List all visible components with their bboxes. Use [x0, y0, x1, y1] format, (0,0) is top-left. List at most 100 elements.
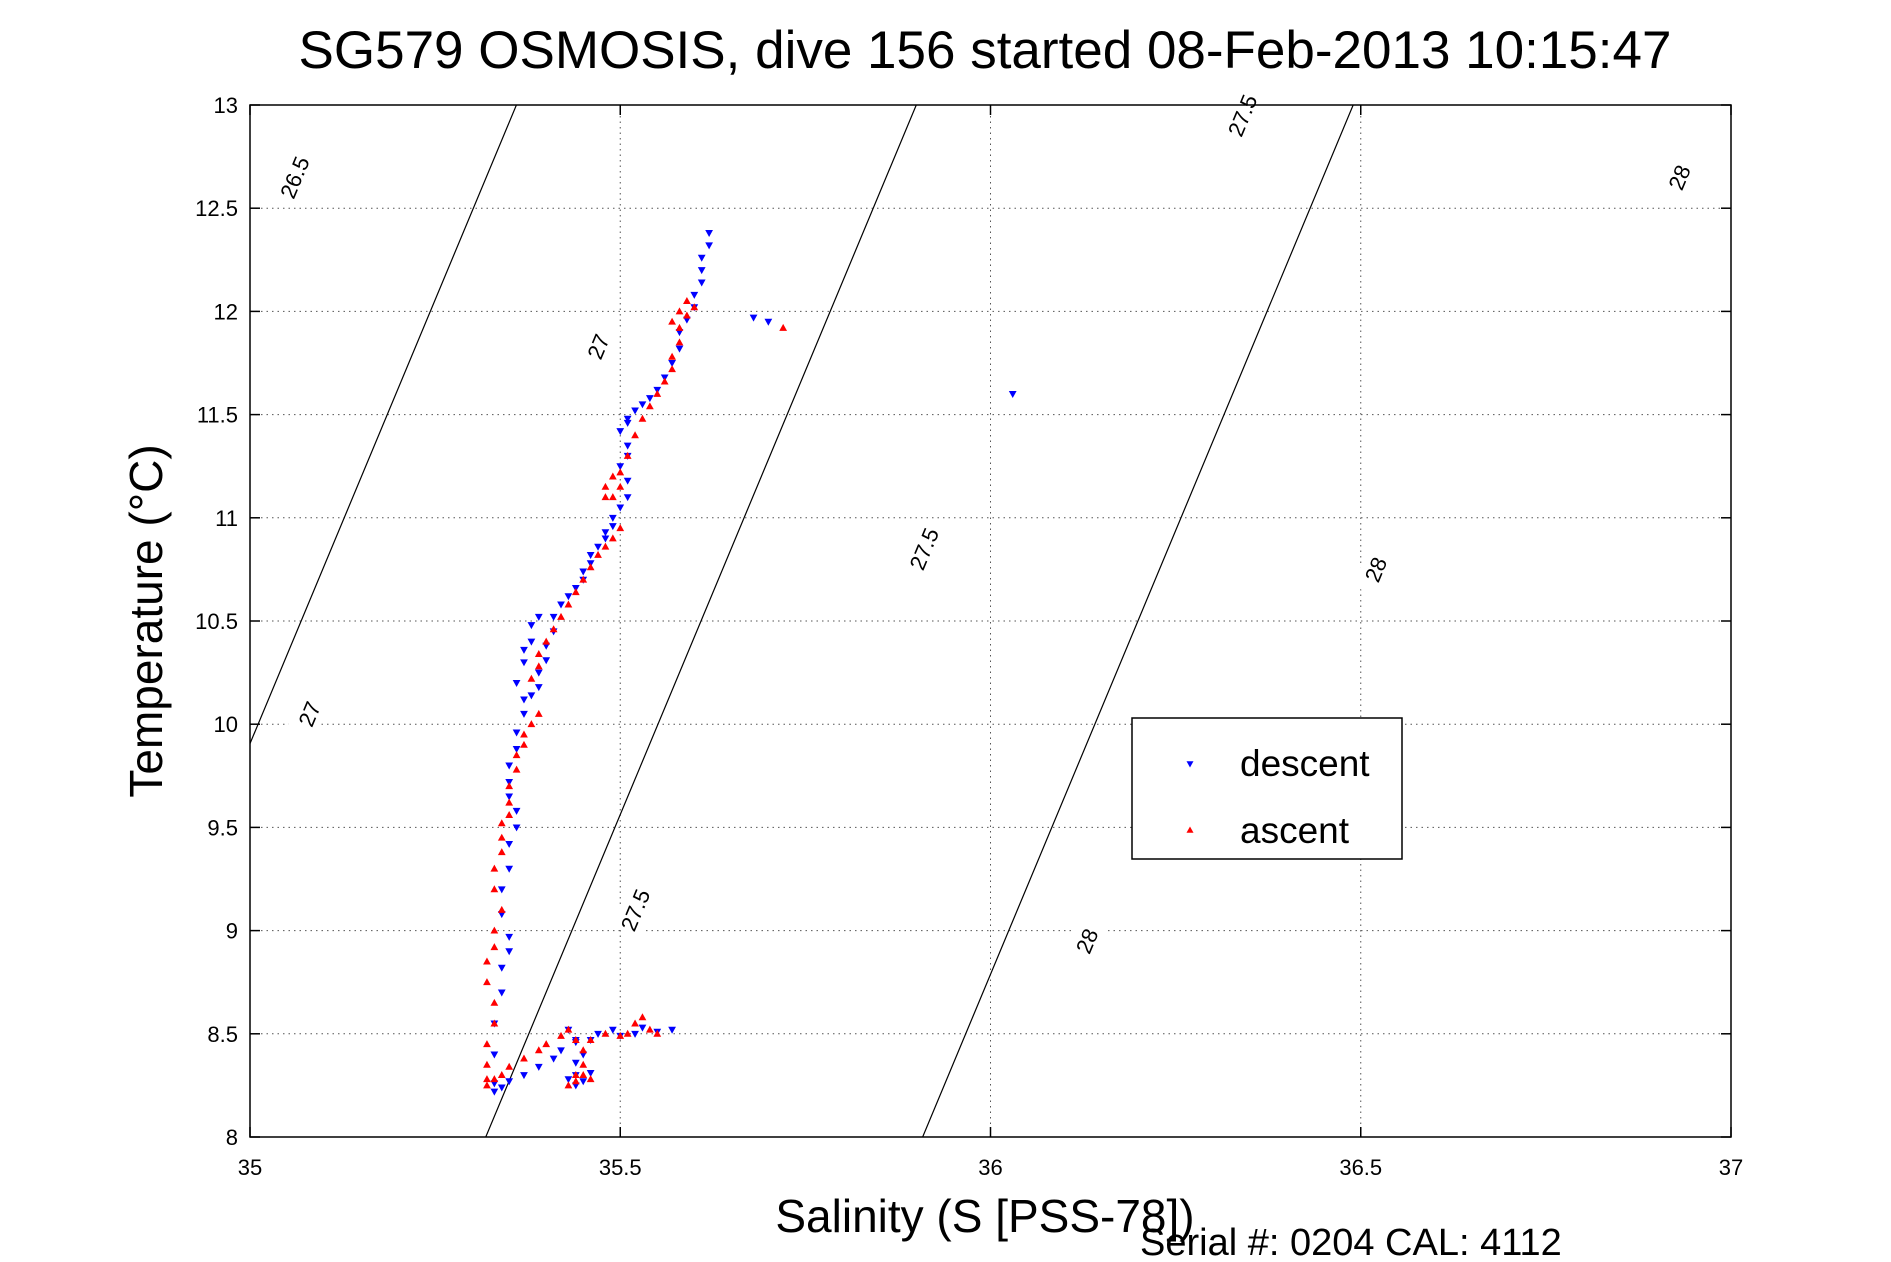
descent-point [512, 729, 521, 737]
ascent-point [571, 1071, 580, 1079]
ascent-point [616, 482, 625, 490]
descent-point [697, 279, 706, 287]
descent-point [534, 613, 543, 621]
descent-point [505, 793, 514, 801]
ascent-point [557, 612, 565, 620]
density-contour-27.5 [485, 105, 917, 1137]
descent-point [534, 684, 543, 692]
descent-point [505, 762, 514, 770]
ascent-point [571, 1077, 580, 1085]
y-axis-label: Temperature (°C) [120, 444, 172, 797]
data-series [483, 230, 1017, 1096]
descent-point [505, 948, 514, 956]
serial-cal-footer: Serial #: 0204 CAL: 4112 [1140, 1222, 1562, 1262]
ascent-point [586, 1075, 595, 1083]
descent-point [520, 1072, 528, 1080]
grid-lines [250, 105, 1731, 1137]
ascent-point [520, 740, 528, 748]
contour-label-bg [286, 685, 333, 742]
descent-point [749, 314, 758, 322]
descent-point [534, 669, 543, 677]
descent-point [586, 551, 595, 559]
descent-point [601, 529, 610, 537]
ascent-point [623, 1029, 632, 1037]
ascent-point [490, 885, 499, 893]
x-tick-label: 35.5 [599, 1155, 642, 1180]
descent-point [594, 1030, 602, 1038]
y-tick-label: 12.5 [195, 196, 238, 221]
legend: descent ascent [1131, 717, 1403, 860]
ascent-point [616, 1031, 625, 1039]
descent-point [549, 613, 558, 621]
descent-point [505, 933, 514, 941]
descent-point [534, 1063, 543, 1071]
descent-point [638, 1024, 647, 1032]
ascent-point [675, 323, 684, 331]
descent-point [549, 1055, 558, 1063]
ascent-point [490, 998, 499, 1006]
x-tick-label: 36 [978, 1155, 1002, 1180]
descent-point [1008, 391, 1017, 398]
ascent-point [520, 1054, 528, 1062]
y-tick-label: 8.5 [207, 1022, 238, 1047]
descent-point [675, 345, 684, 353]
ascent-point [505, 782, 514, 790]
contour-label-bg [900, 520, 947, 577]
ascent-point [490, 1019, 499, 1027]
y-tick-label: 13 [214, 93, 238, 118]
contour-label-bg [1352, 541, 1399, 598]
legend-box [1131, 717, 1403, 860]
ascent-point [557, 1031, 565, 1039]
ascent-point [497, 1071, 506, 1079]
y-tick-label: 11 [215, 506, 238, 531]
contour-label-bg [1656, 149, 1703, 206]
descent-point [490, 1088, 499, 1096]
ascent-point [579, 1060, 588, 1068]
ascent-point [490, 864, 499, 872]
descent-point [623, 477, 632, 485]
ascent-point [638, 1013, 647, 1021]
ascent-point [653, 1029, 662, 1037]
ascent-point [483, 1060, 491, 1068]
x-tick-label: 37 [1719, 1155, 1743, 1180]
ascent-point [586, 1035, 595, 1043]
density-contour-27 [250, 105, 518, 746]
ascent-point [534, 662, 543, 670]
ascent-point [497, 833, 506, 841]
ascent-point [645, 402, 654, 410]
descent-point [512, 679, 521, 687]
density-contours [250, 105, 1354, 1137]
ascent-point [779, 323, 788, 331]
ascent-point [483, 978, 491, 986]
ascent-point [520, 730, 528, 738]
descent-point [512, 824, 521, 832]
ascent-point [683, 311, 691, 319]
descent-point [564, 593, 573, 601]
descent-point [542, 657, 551, 665]
ascent-point [534, 1046, 543, 1054]
ascent-point [638, 414, 647, 422]
ascent-point [527, 674, 536, 682]
descent-point [616, 463, 625, 471]
descent-point [623, 442, 632, 450]
ascent-point [675, 307, 684, 315]
descent-point [690, 291, 699, 299]
ascent-point [483, 957, 491, 965]
ascent-point [660, 377, 669, 385]
y-tick-label: 11.5 [197, 403, 238, 428]
descent-point [594, 543, 602, 551]
axis-ticks: 35 35.5 36 36.5 37 8 8.5 9 9.5 10 10.5 11 11.5 12 12.5… [195, 93, 1743, 1180]
ascent-point [534, 709, 543, 717]
ascent-point [616, 468, 625, 476]
ascent-point [579, 1046, 588, 1054]
ascent-point [623, 451, 632, 459]
ascent-point [483, 1075, 491, 1083]
ascent-point [675, 338, 684, 346]
ascent-point [668, 365, 676, 373]
x-tick-label: 36.5 [1339, 1155, 1382, 1180]
ascent-point [483, 1040, 491, 1048]
ascent-point [534, 650, 543, 657]
ascent-point [512, 751, 521, 759]
descent-point [608, 1026, 617, 1034]
descent-point [764, 318, 773, 326]
